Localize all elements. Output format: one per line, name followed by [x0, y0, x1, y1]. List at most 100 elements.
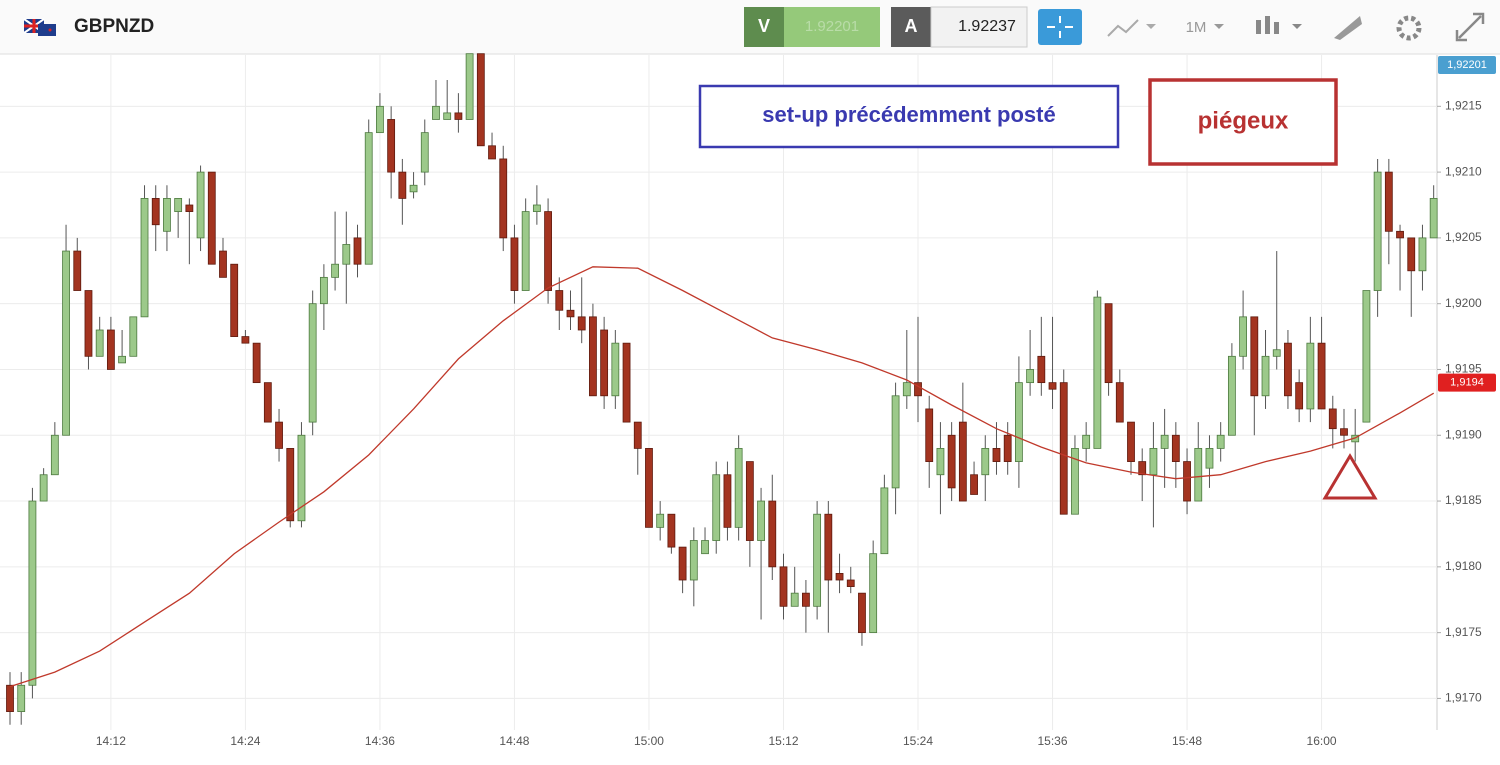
candle-body: [454, 112, 463, 120]
bid-button[interactable]: [744, 7, 784, 47]
bid-field[interactable]: [784, 7, 880, 47]
candle-body: [297, 434, 306, 522]
candle-body: [84, 290, 93, 357]
candle-body: [488, 145, 496, 160]
candle-body: [1026, 369, 1035, 384]
x-tick-label: 16:00: [1307, 734, 1337, 748]
candle-body: [757, 500, 765, 541]
candle-body: [779, 566, 788, 607]
candle-body: [106, 329, 115, 370]
fullscreen-icon[interactable]: [1455, 12, 1485, 42]
candle-body: [1115, 382, 1124, 423]
candle-body: [185, 204, 194, 212]
candle-body: [589, 316, 597, 397]
candle-body: [174, 198, 183, 212]
settings-icon[interactable]: [1396, 15, 1422, 41]
candle-body: [1362, 290, 1371, 423]
candle-body: [1015, 382, 1023, 462]
x-tick-label: 14:36: [365, 734, 395, 748]
candle-body: [319, 276, 328, 305]
annotation: set-up précédemment posté: [762, 102, 1055, 127]
candle-body: [958, 421, 967, 502]
candle-body: [342, 244, 351, 265]
candle-body: [387, 119, 396, 173]
candle-body: [1239, 316, 1247, 357]
candle-body: [858, 592, 866, 634]
candle-body: [544, 211, 552, 291]
candle-body: [1160, 434, 1169, 449]
annotation: piégeux: [1198, 107, 1289, 134]
candle-body: [331, 263, 339, 278]
candle-body: [50, 434, 59, 476]
candle-body: [689, 540, 698, 581]
candle-body: [1250, 316, 1259, 397]
candle-body: [1127, 421, 1135, 462]
x-tick-label: 14:48: [499, 734, 529, 748]
candle-body: [219, 250, 227, 278]
candle-body: [723, 474, 732, 528]
x-tick-label: 14:12: [96, 734, 126, 748]
crosshair-icon: [1047, 16, 1073, 38]
candle-body: [1418, 237, 1427, 272]
flag-icon: [23, 18, 56, 36]
y-tick-label: 1,9180: [1445, 559, 1482, 573]
candle-body: [398, 171, 407, 199]
y-tick-label: 1,9190: [1445, 427, 1482, 441]
candle-body: [17, 684, 26, 712]
candle-body: [73, 250, 82, 291]
candle-body: [802, 592, 810, 607]
candle-body: [1407, 237, 1416, 272]
annotation-box: [698, 84, 1120, 149]
moving-average-line: [9, 266, 1435, 688]
candle-body: [566, 309, 575, 318]
candle-body: [521, 211, 530, 291]
bid-label: V: [758, 16, 770, 36]
chart-type-icon[interactable]: [1107, 19, 1156, 37]
y-tick-label: 1,9175: [1445, 625, 1482, 639]
candle-body: [28, 500, 37, 686]
candle-body: [1205, 448, 1214, 469]
candle-body: [432, 105, 440, 120]
x-tick-label: 14:24: [230, 734, 260, 748]
triangle-marker: [1322, 453, 1378, 500]
ask-button[interactable]: [891, 7, 931, 47]
ask-field[interactable]: [930, 6, 1028, 48]
candle-body: [577, 316, 586, 331]
draw-icon[interactable]: [1334, 16, 1362, 40]
bid-price: 1.92201: [805, 18, 859, 35]
candle-body: [420, 132, 429, 173]
x-tick-label: 15:48: [1172, 734, 1202, 748]
x-tick-label: 15:12: [768, 734, 798, 748]
candle-body: [1227, 355, 1236, 436]
crosshair-button[interactable]: [1038, 9, 1082, 45]
candle-body: [846, 579, 855, 587]
candle-body: [510, 237, 519, 291]
candle-body: [992, 448, 1001, 462]
candle-body: [701, 540, 709, 555]
y-tick-label: 1,9205: [1445, 230, 1482, 244]
y-tick-label: 1,9200: [1445, 296, 1482, 310]
candle-body: [869, 553, 878, 634]
candle-body: [902, 382, 911, 397]
candle-body: [1396, 230, 1404, 239]
plot-area: 1,9170 1,9175 1,9180 1,9185 1,9190 1,9195 1,92…: [0, 53, 1482, 748]
candle-body: [611, 342, 620, 397]
candle-body: [1284, 342, 1292, 397]
candle-body: [252, 342, 261, 384]
candle-body: [891, 395, 900, 489]
candle-body: [1048, 382, 1057, 390]
candle-body: [275, 421, 283, 449]
candle-body: [532, 204, 541, 212]
candle-icon[interactable]: [1256, 16, 1302, 34]
y-tick-label: 1,9185: [1445, 493, 1482, 507]
candle-body: [353, 237, 362, 265]
candle-body: [555, 290, 564, 311]
y-tick-label: 1,9210: [1445, 164, 1482, 178]
candle-body: [1149, 448, 1158, 476]
candle-body: [600, 329, 609, 397]
candle-body: [970, 474, 978, 495]
candle-body: [656, 513, 665, 528]
timeframe[interactable]: 1M: [1186, 19, 1207, 36]
